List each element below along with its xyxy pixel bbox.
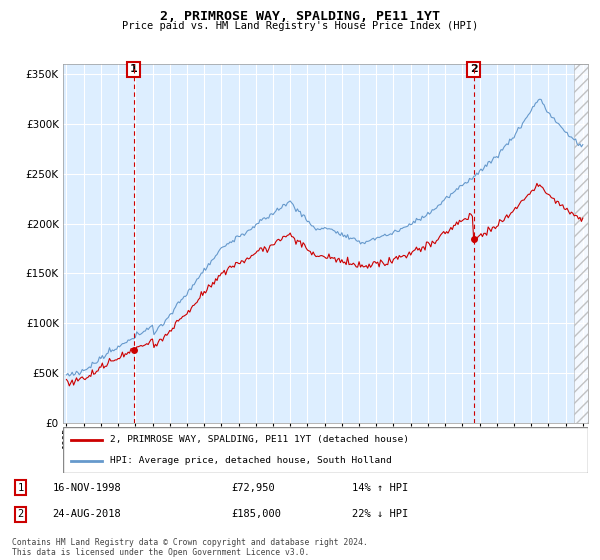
Text: Price paid vs. HM Land Registry's House Price Index (HPI): Price paid vs. HM Land Registry's House … (122, 21, 478, 31)
Bar (134, 64, 473, 423)
Text: 1: 1 (130, 64, 137, 74)
Text: Contains HM Land Registry data © Crown copyright and database right 2024.
This d: Contains HM Land Registry data © Crown c… (12, 538, 368, 557)
Text: 2, PRIMROSE WAY, SPALDING, PE11 1YT (detached house): 2, PRIMROSE WAY, SPALDING, PE11 1YT (det… (110, 435, 409, 444)
Text: 16-NOV-1998: 16-NOV-1998 (52, 483, 121, 493)
FancyBboxPatch shape (63, 427, 588, 473)
Text: 2: 2 (17, 509, 24, 519)
Text: 22% ↓ HPI: 22% ↓ HPI (352, 509, 408, 519)
Text: 2: 2 (470, 64, 478, 74)
Text: 1: 1 (17, 483, 24, 493)
Text: 14% ↑ HPI: 14% ↑ HPI (352, 483, 408, 493)
Text: 2, PRIMROSE WAY, SPALDING, PE11 1YT: 2, PRIMROSE WAY, SPALDING, PE11 1YT (160, 10, 440, 23)
Text: £72,950: £72,950 (231, 483, 275, 493)
Bar (473, 64, 588, 423)
Text: HPI: Average price, detached house, South Holland: HPI: Average price, detached house, Sout… (110, 456, 392, 465)
Text: 24-AUG-2018: 24-AUG-2018 (52, 509, 121, 519)
Text: £185,000: £185,000 (231, 509, 281, 519)
Bar (574, 64, 588, 423)
Bar (63, 64, 134, 423)
